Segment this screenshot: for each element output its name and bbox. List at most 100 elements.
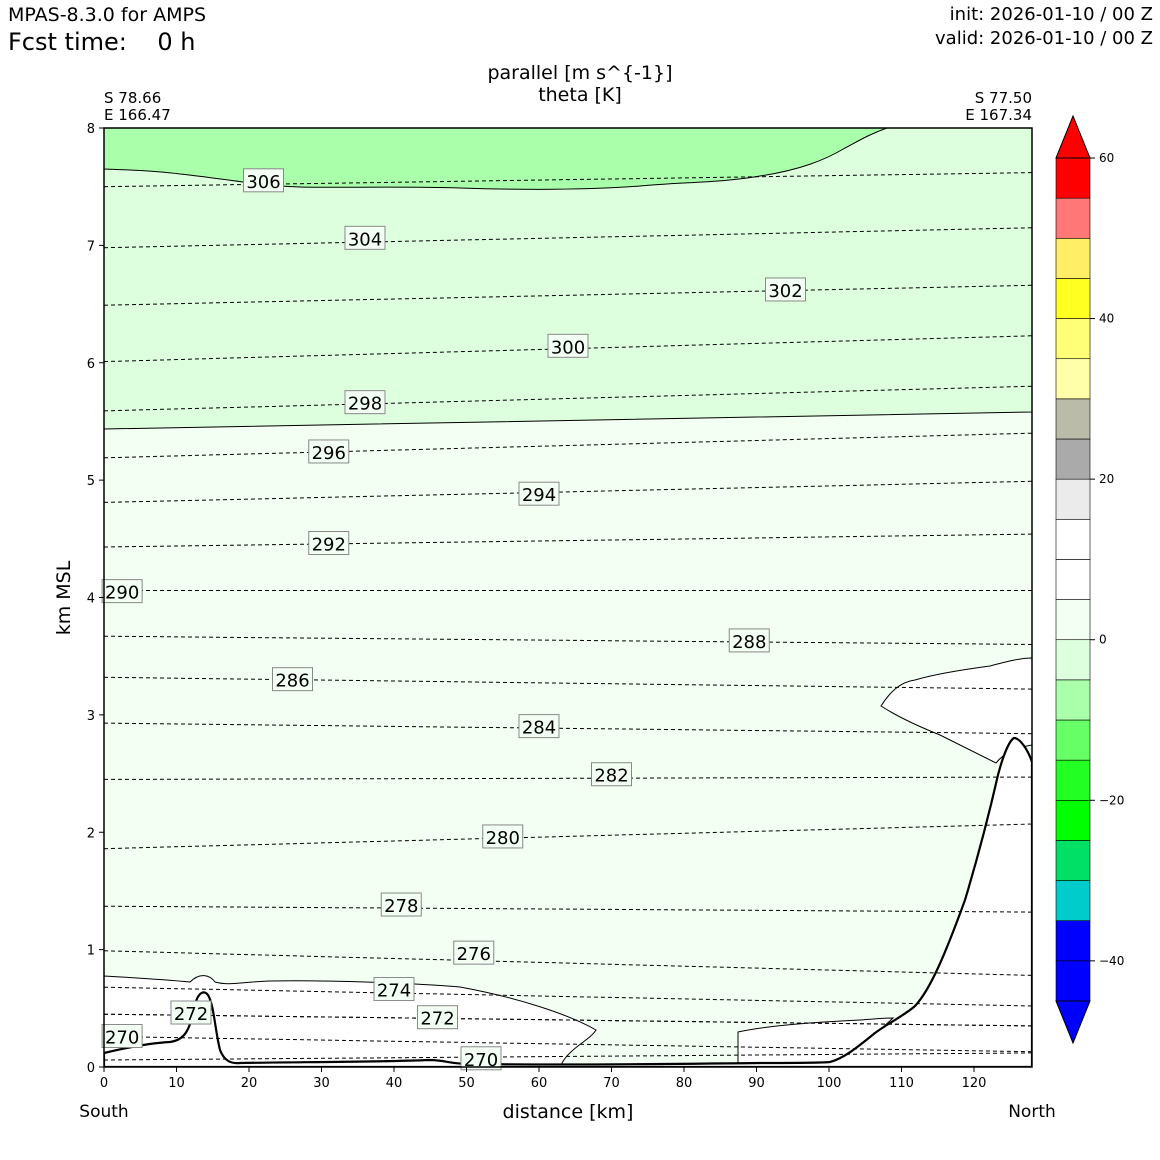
colorbar-band <box>1055 478 1091 520</box>
colorbar-tick-label: 40 <box>1099 312 1114 326</box>
theta-contour-label: 304 <box>348 229 382 250</box>
colorbar-band <box>1055 518 1091 560</box>
white-near-surface-fill <box>104 975 597 1067</box>
chart-title: parallel [m s^{-1}] <box>487 62 672 84</box>
x-tick-label: 120 <box>962 1076 987 1091</box>
y-tick-label: 6 <box>87 357 95 372</box>
colorbar-band <box>1055 840 1091 881</box>
x-tick-label: 80 <box>676 1076 693 1091</box>
y-tick-label: 7 <box>87 239 95 254</box>
theta-contour-label: 286 <box>275 671 309 692</box>
theta-contour-label: 274 <box>377 981 411 1002</box>
theta-contour-label: 270 <box>464 1050 498 1071</box>
theta-contour-label: 300 <box>551 337 585 358</box>
theta-contours: 306 304 302 300 298 296 294 292 290 288 286 284 282 2… <box>101 168 1032 1071</box>
theta-contour-line <box>104 284 1032 306</box>
y-axis: 0 1 2 3 4 5 6 7 8 <box>87 122 104 1076</box>
upper-fill-band <box>104 128 1032 430</box>
theta-contour-line <box>104 776 1032 780</box>
theta-contour-label-box <box>518 481 560 506</box>
theta-contour-label-box <box>765 277 806 302</box>
colorbar-band <box>1055 920 1091 962</box>
x-tick-label: 50 <box>458 1076 475 1091</box>
start-lon: E 166.47 <box>104 106 171 124</box>
theta-contour-label-box <box>728 628 770 653</box>
colorbar-band <box>1055 960 1091 1002</box>
colorbar-band <box>1055 398 1091 440</box>
colorbar-band <box>1055 318 1091 360</box>
x-tick-label: 90 <box>748 1076 765 1091</box>
theta-contour-label-box <box>243 168 284 193</box>
x-tick-label: 60 <box>531 1076 548 1091</box>
theta-contour-label-box <box>453 940 495 965</box>
start-lat: S 78.66 <box>104 89 161 107</box>
colorbar-max-extension <box>1055 114 1091 159</box>
colorbar-band <box>1055 358 1091 400</box>
theta-contour-label: 290 <box>105 583 139 604</box>
theta-contour-label-box <box>591 762 632 787</box>
theta-contour-label-box <box>373 977 415 1002</box>
x-axis-label: distance [km] <box>503 1101 634 1123</box>
colorbar-band <box>1055 197 1091 239</box>
theta-contour-label: 298 <box>348 394 382 415</box>
colorbar-tick-label: 60 <box>1099 151 1114 165</box>
y-tick-label: 2 <box>87 826 95 841</box>
colorbar-band <box>1055 599 1091 641</box>
colorbar-band <box>1055 759 1091 801</box>
theta-contour-label: 296 <box>312 443 346 464</box>
theta-contour-label-box <box>170 1000 212 1025</box>
theta-contour-line <box>104 385 1032 412</box>
theta-contour-label: 306 <box>246 172 280 193</box>
south-label: South <box>79 1102 128 1122</box>
forecast-time-label: Fcst time: <box>8 28 127 56</box>
colorbar-band <box>1055 639 1091 681</box>
theta-contour-line <box>104 950 1032 976</box>
colorbar-tick-label: −20 <box>1099 793 1124 807</box>
theta-contour-label-box <box>101 579 143 604</box>
plot-fill <box>104 128 1032 1067</box>
colorbar-min-extension <box>1055 1000 1091 1045</box>
theta-contour-label: 272 <box>174 1004 208 1025</box>
theta-contour-label-box <box>344 225 386 250</box>
chart-subtitle: theta [K] <box>538 84 622 106</box>
theta-contour-line <box>104 227 1032 249</box>
theta-contour-label-box <box>460 1046 502 1071</box>
theta-contour-label-box <box>380 892 422 917</box>
theta-contour-line <box>104 1013 1032 1027</box>
model-title: MPAS-8.3.0 for AMPS <box>8 4 207 26</box>
colorbar-band <box>1055 438 1091 480</box>
y-tick-label: 0 <box>87 1061 95 1076</box>
theta-contour-line <box>104 1036 1032 1053</box>
colorbar-tick-label: −40 <box>1099 954 1124 968</box>
x-tick-label: 100 <box>817 1076 842 1091</box>
north-label: North <box>1008 1102 1056 1122</box>
theta-contour-line <box>104 905 1032 913</box>
colorbar-band <box>1055 799 1091 841</box>
forecast-time-value: 0 h <box>157 28 196 56</box>
colorbar-tick-label: 0 <box>1099 633 1107 647</box>
theta-contour-line <box>104 823 1032 850</box>
x-tick-label: 40 <box>386 1076 403 1091</box>
theta-contour-label: 302 <box>768 281 802 302</box>
theta-contour-label: 280 <box>486 828 520 849</box>
colorbar-band <box>1055 880 1091 922</box>
y-axis-label: km MSL <box>53 560 75 635</box>
terrain <box>104 736 1032 1067</box>
theta-contour-label: 270 <box>105 1027 139 1048</box>
theta-contour-label-box <box>417 1005 458 1030</box>
theta-contour-label-box <box>482 824 524 849</box>
theta-contour-label-box <box>308 531 350 556</box>
white-upper-north-fill <box>880 657 1032 764</box>
theta-contour-line <box>104 722 1032 735</box>
x-tick-label: 20 <box>241 1076 258 1091</box>
colorbar: 60 40 20 0 −20 −40 <box>1055 114 1124 1045</box>
valid-time: valid: 2026-01-10 / 00 Z <box>935 28 1153 49</box>
theta-contour-label: 284 <box>522 718 556 739</box>
end-lon: E 167.34 <box>965 106 1032 124</box>
theta-contour-label-box <box>308 439 350 464</box>
colorbar-tick-label: 20 <box>1099 472 1114 486</box>
theta-contour-line <box>104 432 1032 459</box>
theta-contour-label-box <box>518 714 560 739</box>
y-tick-label: 8 <box>87 122 95 137</box>
